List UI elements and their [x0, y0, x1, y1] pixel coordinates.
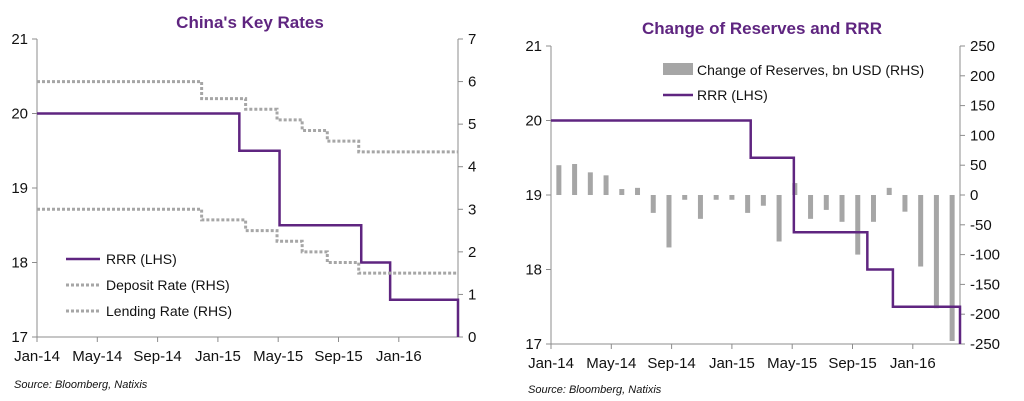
chart-1-legend-label-line: RRR (LHS): [697, 87, 768, 103]
chart-1-right-tick-label: 250: [970, 38, 995, 55]
chart-1-x-tick-label: May-15: [767, 355, 817, 372]
chart-1-reserve-bar: [949, 195, 955, 342]
chart-1-reserve-bar: [572, 164, 578, 195]
chart-1-x-tick-label: Jan-16: [890, 355, 936, 372]
chart-0-legend-label: RRR (LHS): [106, 251, 177, 267]
chart-1-reserve-bar: [823, 195, 829, 210]
chart-0-x-tick-label: Jan-14: [14, 348, 60, 365]
chart-1-left-tick-label: 20: [525, 113, 542, 130]
chart-1-reserve-bar: [713, 195, 719, 200]
chart-1-right-tick-label: 200: [970, 68, 995, 85]
chart-0-right-tick-label: 5: [468, 116, 476, 133]
chart-0-left-tick-label: 17: [11, 329, 28, 346]
chart-1-reserve-bar: [870, 195, 876, 222]
chart-1-reserve-bar: [682, 195, 688, 200]
chart-1-right-tick-label: 100: [970, 127, 995, 144]
chart-0-legend-label: Lending Rate (RHS): [106, 303, 232, 319]
chart-0-right-tick-label: 2: [468, 244, 476, 261]
chart-1-reserve-bar: [808, 195, 814, 219]
chart-0-x-tick-label: May-15: [253, 348, 303, 365]
chart-0-x-tick-label: Jan-16: [376, 348, 422, 365]
chart-1-reserve-bar: [933, 195, 939, 309]
chart-0-series-0-line: [37, 112, 460, 337]
chart-1-reserve-bar: [666, 195, 672, 248]
chart-1-reserve-bar: [839, 195, 845, 222]
chart-1-reserve-bar: [697, 195, 703, 219]
chart-1-source: Source: Bloomberg, Natixis: [528, 384, 662, 396]
chart-1-x-tick-label: Jan-15: [709, 355, 755, 372]
chart-1-reserve-bar: [603, 175, 609, 195]
chart-1-x-tick-label: May-14: [586, 355, 636, 372]
chart-0-series-dotted-1-line: [37, 80, 458, 154]
chart-1-legend-swatch-bars: [663, 63, 693, 75]
chart-1-left-tick-label: 17: [525, 336, 542, 353]
chart-1-reserve-bar: [650, 195, 656, 213]
chart-1-legend-label-bars: Change of Reserves, bn USD (RHS): [697, 62, 924, 78]
chart-0-right-tick-label: 6: [468, 74, 476, 91]
chart-0-left-tick-label: 20: [11, 106, 28, 123]
chart-1-right-tick-label: 150: [970, 98, 995, 115]
chart-1-reserve-bar: [886, 187, 892, 195]
chart-1-right-tick-label: -250: [970, 336, 1000, 353]
chart-0-x-tick-label: Sep-14: [133, 348, 181, 365]
chart-1-reserve-bar: [729, 195, 735, 200]
chart-0-left-tick-label: 19: [11, 180, 28, 197]
chart-0-source: Source: Bloomberg, Natixis: [14, 379, 148, 391]
chart-1-right-tick-label: -150: [970, 276, 1000, 293]
chart-0-right-tick-label: 1: [468, 286, 476, 303]
chart-0-left-tick-label: 18: [11, 255, 28, 272]
chart-0-title: China's Key Rates: [176, 13, 324, 32]
chart-1-reserve-bar: [855, 195, 861, 255]
chart-0-x-tick-label: Jan-15: [195, 348, 241, 365]
chart-0-legend-label: Deposit Rate (RHS): [106, 277, 230, 293]
chart-1-reserve-bar: [776, 195, 782, 242]
chart-1-reserve-bar: [619, 189, 625, 195]
chart-1-right-tick-label: 50: [970, 157, 987, 174]
chart-0-right-tick-label: 7: [468, 31, 476, 48]
chart-1-series-0-line: [551, 119, 962, 344]
chart-1-reserve-bar: [760, 195, 766, 206]
chart-1-x-tick-label: Sep-14: [647, 355, 695, 372]
chart-1-reserve-bar: [902, 195, 908, 212]
chart-0-x-tick-label: Sep-15: [314, 348, 362, 365]
chart-1-right-tick-label: 0: [970, 187, 978, 204]
chart-1-x-tick-label: Jan-14: [528, 355, 574, 372]
chart-0-right-tick-label: 3: [468, 201, 476, 218]
chart-1-left-tick-label: 21: [525, 38, 542, 55]
chart-0-right-tick-label: 4: [468, 159, 476, 176]
chart-1-reserve-bar: [635, 187, 641, 195]
chart-1-right-tick-label: -200: [970, 306, 1000, 323]
chart-1-title: Change of Reserves and RRR: [642, 19, 882, 38]
chart-1-reserve-bar: [918, 195, 924, 267]
chart-0-series-dotted-2-line: [37, 207, 458, 275]
chart-1-reserve-bar: [556, 165, 562, 195]
chart-1-x-tick-label: Sep-15: [828, 355, 876, 372]
chart-0-x-tick-label: May-14: [72, 348, 122, 365]
chart-0-right-tick-label: 0: [468, 329, 476, 346]
chart-1-right-tick-label: -100: [970, 247, 1000, 264]
chart-0-left-tick-label: 21: [11, 31, 28, 48]
chart-1-reserve-bar: [587, 172, 593, 195]
chart-1-left-tick-label: 18: [525, 262, 542, 279]
chart-1-reserve-bar: [745, 195, 751, 213]
chart-1-left-tick-label: 19: [525, 187, 542, 204]
chart-1-right-tick-label: -50: [970, 217, 992, 234]
